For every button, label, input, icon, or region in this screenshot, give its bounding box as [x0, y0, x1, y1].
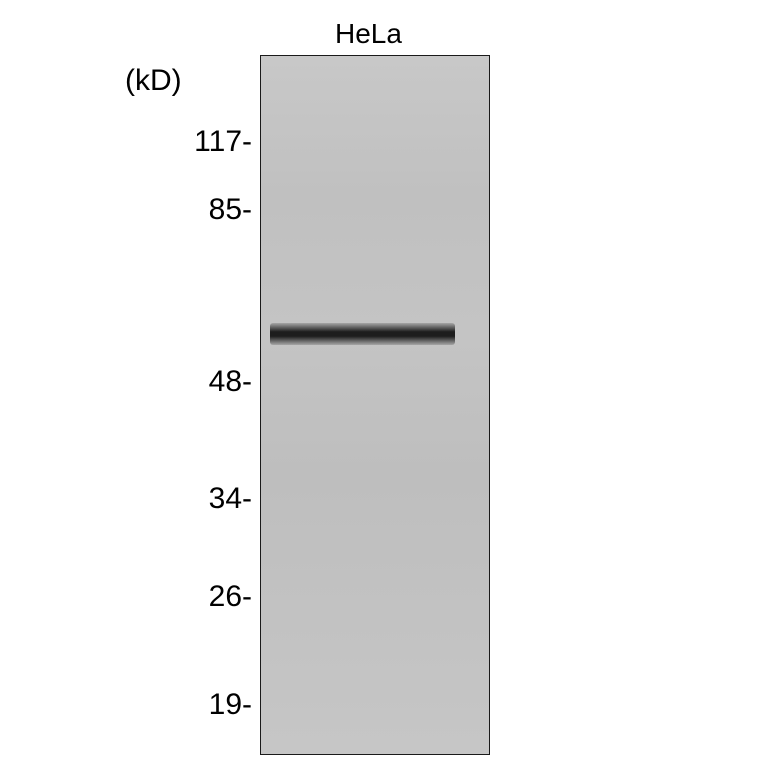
protein-band	[270, 323, 455, 345]
sample-label: HeLa	[335, 18, 402, 50]
marker-85: 85-	[137, 193, 252, 227]
blot-lane	[260, 55, 490, 755]
unit-label: (kD)	[125, 64, 182, 98]
marker-117: 117-	[137, 125, 252, 159]
western-blot-figure: HeLa (kD) 117- 85- 48- 34- 26- 19-	[0, 0, 764, 764]
marker-19: 19-	[137, 688, 252, 722]
marker-48: 48-	[137, 365, 252, 399]
marker-34: 34-	[137, 482, 252, 516]
marker-26: 26-	[137, 580, 252, 614]
